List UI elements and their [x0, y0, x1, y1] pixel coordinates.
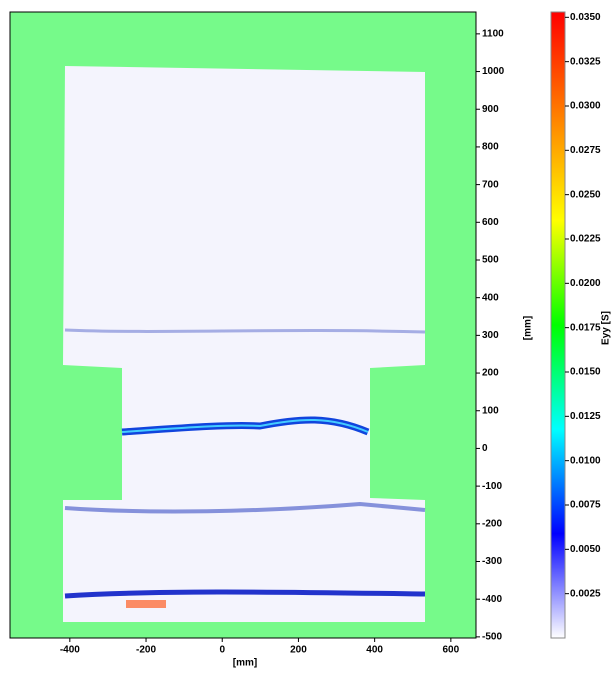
colorbar-tick-label: 0.0325 [570, 56, 601, 67]
y-tick-label: 0 [482, 443, 488, 454]
x-tick-label: -200 [136, 645, 156, 656]
y-tick-label: 1000 [482, 66, 505, 77]
y-tick-label: 100 [482, 405, 499, 416]
x-tick-label: 0 [219, 645, 225, 656]
colorbar-label: Eyy [S] [601, 311, 612, 345]
colorbar-tick-label: 0.0175 [570, 322, 601, 333]
y-tick-label: 1100 [482, 28, 504, 39]
colorbar-tick-label: 0.0075 [570, 500, 601, 511]
strain-band [64, 328, 426, 334]
y-tick-label: 300 [482, 330, 499, 341]
y-tick-label: -100 [482, 481, 502, 492]
x-axis-label: [mm] [233, 658, 257, 669]
y-tick-label: 500 [482, 255, 499, 266]
strain-band [64, 501, 426, 514]
plot-border [9, 11, 477, 639]
x-tick-label: -400 [60, 645, 80, 656]
y-tick-label: -400 [482, 594, 502, 605]
specimen-shape [63, 66, 425, 622]
colorbar-tick-label: 0.0100 [570, 455, 601, 466]
x-tick-label: 200 [290, 645, 307, 656]
y-tick-label: -200 [482, 518, 502, 529]
x-tick-label: 400 [366, 645, 383, 656]
y-tick-label: -500 [482, 632, 502, 643]
x-tick-label: 600 [443, 645, 460, 656]
y-tick-label: -300 [482, 556, 502, 567]
strain-hotspot [126, 600, 166, 608]
y-tick-label: 800 [482, 142, 499, 153]
colorbar-tick-label: 0.0300 [570, 101, 601, 112]
y-tick-label: 200 [482, 368, 499, 379]
colorbar-tick-label: 0.0025 [570, 588, 601, 599]
y-tick-label: 400 [482, 292, 499, 303]
colorbar-tick-label: 0.0050 [570, 544, 601, 555]
colorbar-tick-label: 0.0275 [570, 145, 601, 156]
y-tick-label: 700 [482, 179, 499, 190]
colorbar-tick-label: 0.0250 [570, 189, 601, 200]
strain-band [64, 589, 426, 599]
colorbar-tick-label: 0.0350 [570, 12, 601, 23]
colorbar-tick-label: 0.0150 [570, 367, 601, 378]
specimen [63, 66, 426, 622]
colorbar-tick-label: 0.0200 [570, 278, 601, 289]
y-tick-label: 900 [482, 104, 499, 115]
colorbar-tick-label: 0.0125 [570, 411, 601, 422]
y-tick-label: 600 [482, 217, 499, 228]
colorbar-tick-label: 0.0225 [570, 234, 601, 245]
y-axis-label: [mm] [523, 316, 534, 340]
strain-band-core [121, 418, 369, 433]
colorbar [550, 11, 566, 639]
